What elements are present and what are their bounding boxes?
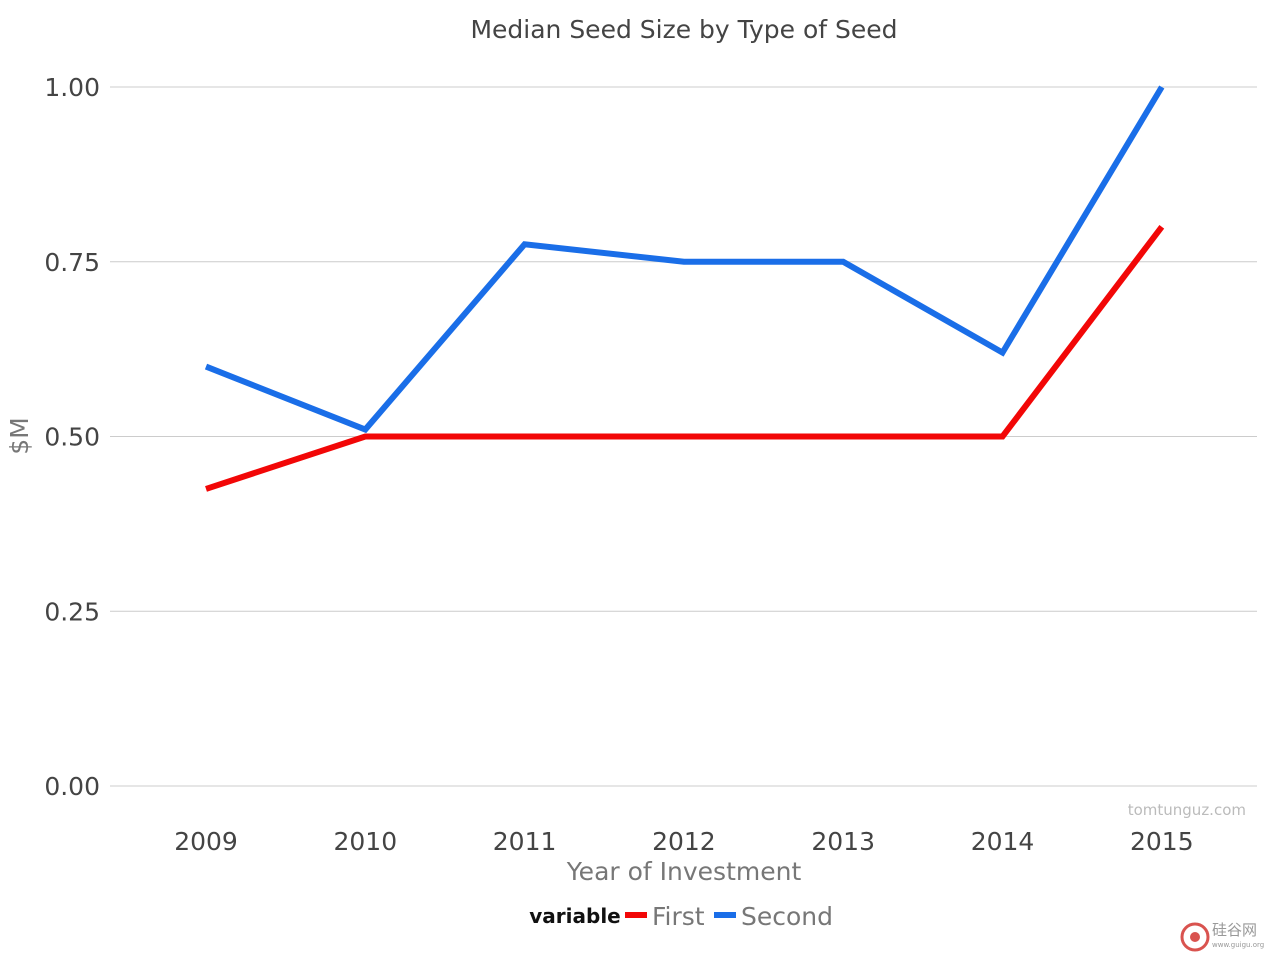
x-axis-ticks: 2009 2010 2011 2012 2013 2014 2015 <box>174 827 1193 856</box>
legend: variable First Second <box>529 902 833 931</box>
legend-label-first: First <box>652 902 705 931</box>
credit-text: tomtunguz.com <box>1128 801 1246 819</box>
series-line-second <box>204 85 1165 434</box>
y-axis-ticks: 0.00 0.25 0.50 0.75 1.00 <box>44 73 100 801</box>
x-tick-label: 2012 <box>652 827 716 856</box>
y-tick-label: 0.75 <box>44 248 100 277</box>
legend-heading: variable <box>529 904 620 928</box>
legend-label-second: Second <box>741 902 833 931</box>
legend-items: First Second <box>625 902 833 931</box>
chart-title: Median Seed Size by Type of Seed <box>470 15 897 44</box>
y-axis-title: $M <box>5 417 34 454</box>
x-tick-label: 2014 <box>971 827 1035 856</box>
watermark-text: 硅谷网 <box>1212 921 1257 939</box>
x-axis-title: Year of Investment <box>566 857 802 886</box>
series-line-first <box>205 224 1165 492</box>
y-tick-label: 0.00 <box>44 772 100 801</box>
y-tick-label: 0.25 <box>44 597 100 626</box>
y-tick-label: 1.00 <box>44 73 100 102</box>
x-tick-label: 2010 <box>333 827 397 856</box>
watermark-logo-icon <box>1180 922 1210 952</box>
series-lines <box>204 85 1165 492</box>
x-tick-label: 2015 <box>1130 827 1194 856</box>
y-tick-label: 0.50 <box>44 423 100 452</box>
x-tick-label: 2009 <box>174 827 238 856</box>
watermark-url: www.guigu.org <box>1212 941 1264 949</box>
x-tick-label: 2013 <box>811 827 875 856</box>
x-tick-label: 2011 <box>493 827 557 856</box>
watermark: 硅谷网 www.guigu.org <box>1180 921 1264 952</box>
